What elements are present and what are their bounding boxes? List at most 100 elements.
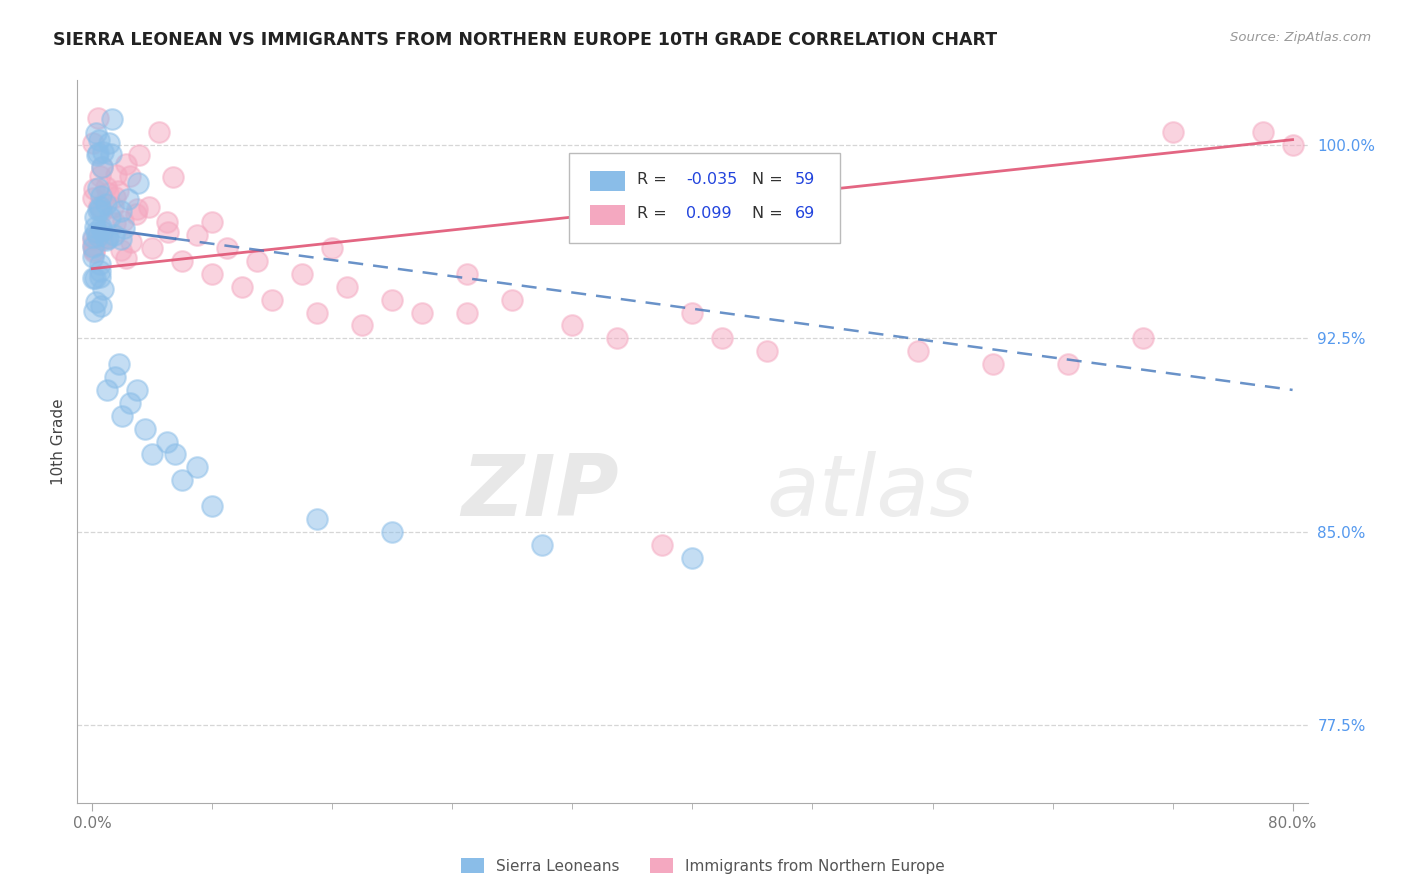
- Point: [110, 243, 132, 257]
- Point: [336, 279, 359, 293]
- Point: [141, 241, 163, 255]
- Point: [84, 294, 107, 309]
- Point: [90, 189, 112, 203]
- Point: [91, 160, 114, 174]
- Point: [89, 264, 111, 278]
- Point: [108, 357, 131, 371]
- Point: [90, 160, 112, 174]
- Text: SIERRA LEONEAN VS IMMIGRANTS FROM NORTHERN EUROPE 10TH GRADE CORRELATION CHART: SIERRA LEONEAN VS IMMIGRANTS FROM NORTHE…: [53, 31, 997, 49]
- Point: [127, 176, 149, 190]
- Text: 69: 69: [794, 206, 815, 220]
- Point: [262, 293, 284, 307]
- Point: [127, 383, 149, 397]
- Y-axis label: 10th Grade: 10th Grade: [51, 398, 66, 485]
- Point: [125, 207, 148, 221]
- Point: [115, 157, 138, 171]
- Point: [531, 538, 554, 552]
- Point: [104, 216, 127, 230]
- Point: [84, 270, 107, 285]
- Point: [381, 524, 404, 539]
- Point: [103, 200, 125, 214]
- Point: [91, 145, 114, 160]
- Point: [156, 434, 179, 449]
- Point: [127, 202, 149, 217]
- Point: [157, 226, 180, 240]
- Point: [83, 182, 105, 196]
- Point: [1161, 125, 1184, 139]
- Point: [456, 305, 478, 319]
- Point: [201, 215, 224, 229]
- Point: [91, 232, 114, 246]
- Point: [756, 344, 779, 359]
- Point: [100, 147, 122, 161]
- Point: [87, 199, 110, 213]
- Point: [82, 250, 104, 264]
- Point: [907, 344, 929, 359]
- Point: [84, 211, 107, 225]
- Point: [104, 189, 127, 203]
- Text: R =: R =: [637, 206, 672, 220]
- Point: [112, 213, 135, 227]
- Point: [83, 243, 105, 257]
- Point: [90, 299, 112, 313]
- Point: [352, 318, 374, 333]
- Point: [1251, 125, 1274, 139]
- Point: [172, 473, 194, 487]
- Point: [87, 227, 110, 242]
- Point: [89, 270, 111, 285]
- Point: [82, 232, 104, 246]
- Point: [291, 267, 314, 281]
- Point: [118, 396, 141, 410]
- Point: [82, 271, 104, 285]
- Text: N =: N =: [752, 206, 787, 220]
- Point: [104, 370, 127, 384]
- Point: [307, 305, 329, 319]
- Text: ZIP: ZIP: [461, 450, 619, 533]
- Point: [86, 127, 108, 141]
- Point: [411, 305, 433, 319]
- FancyBboxPatch shape: [591, 204, 624, 225]
- Point: [121, 235, 143, 250]
- Point: [186, 460, 208, 475]
- Point: [89, 169, 111, 183]
- Point: [172, 254, 194, 268]
- Point: [381, 293, 404, 307]
- Point: [90, 231, 112, 245]
- Point: [86, 148, 108, 162]
- Point: [1132, 331, 1154, 345]
- Point: [82, 238, 104, 252]
- Point: [111, 409, 134, 423]
- Point: [118, 169, 141, 184]
- Point: [501, 293, 523, 307]
- Point: [682, 305, 704, 319]
- Point: [82, 239, 104, 253]
- Point: [87, 229, 110, 244]
- FancyBboxPatch shape: [591, 170, 624, 191]
- Point: [89, 256, 111, 270]
- Point: [148, 125, 170, 139]
- Point: [87, 145, 110, 160]
- Point: [117, 192, 139, 206]
- Point: [651, 538, 673, 552]
- Point: [82, 136, 104, 151]
- Point: [186, 228, 208, 243]
- Point: [94, 197, 117, 211]
- Point: [91, 204, 114, 219]
- Point: [89, 200, 111, 214]
- Point: [83, 244, 105, 259]
- Legend: Sierra Leoneans, Immigrants from Northern Europe: Sierra Leoneans, Immigrants from Norther…: [456, 852, 950, 880]
- Point: [246, 254, 269, 268]
- Point: [156, 215, 179, 229]
- Point: [321, 241, 343, 255]
- Point: [97, 230, 120, 244]
- Text: Source: ZipAtlas.com: Source: ZipAtlas.com: [1230, 31, 1371, 45]
- Point: [96, 383, 118, 397]
- Text: N =: N =: [752, 172, 787, 186]
- Point: [128, 148, 150, 162]
- Point: [110, 204, 132, 219]
- Point: [90, 223, 112, 237]
- Point: [94, 180, 117, 194]
- Point: [110, 232, 132, 246]
- Point: [96, 231, 118, 245]
- Point: [84, 225, 107, 239]
